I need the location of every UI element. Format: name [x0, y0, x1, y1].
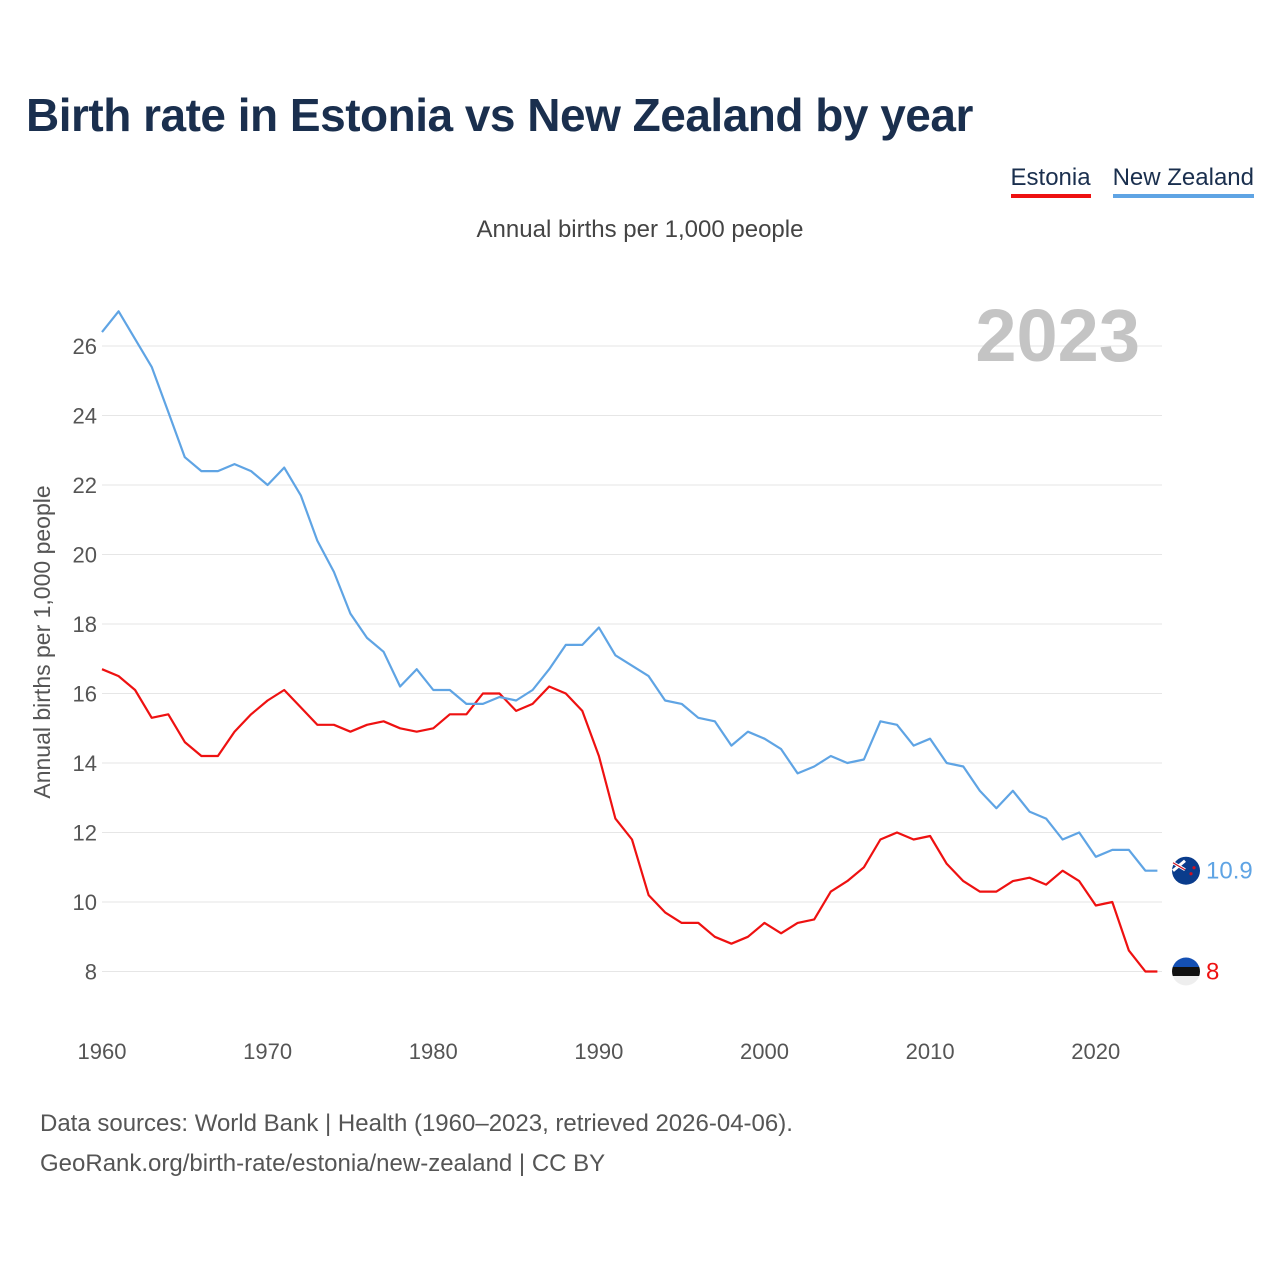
- end-label-new-zealand: 10.9: [1206, 858, 1253, 885]
- line-chart: 8 10 12 14 16 18 20 22 24 26 1960 1970 1980 1990 2000…: [29, 294, 1253, 1064]
- y-axis-label: Annual births per 1,000 people: [29, 485, 55, 798]
- x-tick-label: 1980: [409, 1039, 458, 1064]
- x-tick-label: 2000: [740, 1039, 789, 1064]
- y-tick-label: 10: [73, 890, 97, 915]
- y-tick-label: 16: [73, 682, 97, 707]
- x-tick-label: 2020: [1071, 1039, 1120, 1064]
- estonia-flag-icon: [1172, 957, 1200, 986]
- footer: Data sources: World Bank | Health (1960–…: [40, 1104, 793, 1184]
- x-tick-label: 2010: [906, 1039, 955, 1064]
- data-source-note: Data sources: World Bank | Health (1960–…: [40, 1110, 793, 1137]
- legend: Estonia New Zealand: [1010, 164, 1254, 198]
- x-axis-ticks: 1960 1970 1980 1990 2000 2010 2020: [78, 1039, 1121, 1064]
- page-title: Birth rate in Estonia vs New Zealand by …: [26, 89, 973, 141]
- y-tick-label: 22: [73, 473, 97, 498]
- legend-item-estonia[interactable]: Estonia: [1010, 164, 1091, 198]
- y-tick-label: 12: [73, 821, 97, 846]
- y-tick-label: 18: [73, 612, 97, 637]
- x-tick-label: 1960: [78, 1039, 127, 1064]
- y-tick-label: 20: [73, 543, 97, 568]
- y-tick-label: 24: [73, 404, 97, 429]
- series-line-new-zealand[interactable]: [101, 310, 1158, 872]
- y-axis-ticks: 8 10 12 14 16 18 20 22 24 26: [73, 334, 97, 985]
- y-tick-label: 8: [85, 960, 97, 985]
- new-zealand-flag-icon: [1172, 856, 1200, 885]
- chart-subtitle: Annual births per 1,000 people: [476, 216, 804, 243]
- gridlines: [102, 345, 1162, 972]
- x-tick-label: 1990: [574, 1039, 623, 1064]
- y-tick-label: 26: [73, 334, 97, 359]
- series-line-estonia[interactable]: [101, 668, 1158, 973]
- series-lines: [101, 310, 1158, 973]
- y-tick-label: 14: [73, 751, 97, 776]
- source-url[interactable]: GeoRank.org/birth-rate/estonia/new-zeala…: [40, 1150, 606, 1177]
- end-markers: 10.98: [1172, 856, 1253, 986]
- x-tick-label: 1970: [243, 1039, 292, 1064]
- year-watermark: 2023: [975, 294, 1140, 377]
- end-label-estonia: 8: [1206, 959, 1219, 986]
- legend-item-new-zealand[interactable]: New Zealand: [1112, 164, 1254, 198]
